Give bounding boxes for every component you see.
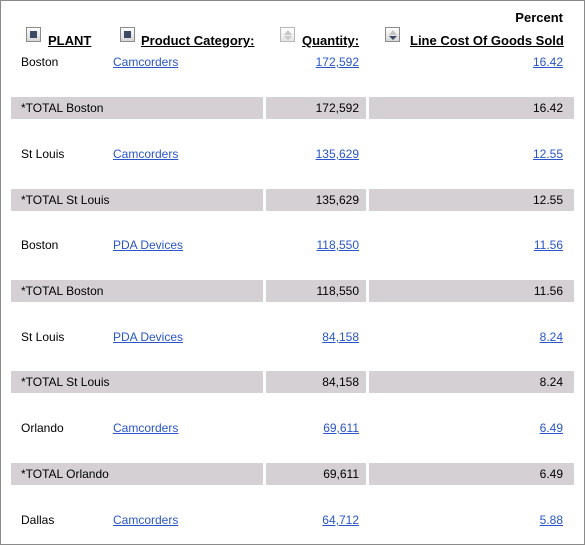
total-row: *TOTAL St Louis 84,158 8.24 — [11, 371, 574, 393]
category-sort-icon[interactable] — [120, 27, 135, 42]
total-row: *TOTAL Boston 118,550 11.56 — [11, 280, 574, 302]
plant-cell: Orlando — [21, 421, 64, 435]
detail-row: Boston Camcorders 172,592 16.42 — [11, 51, 574, 73]
percent-link[interactable]: 16.42 — [532, 55, 563, 69]
detail-row: Dallas Camcorders 64,712 5.88 — [11, 509, 574, 531]
percent-link[interactable]: 12.55 — [532, 147, 563, 161]
quantity-link[interactable]: 69,611 — [323, 421, 359, 435]
total-percent: 6.49 — [539, 467, 563, 481]
total-percent: 12.55 — [532, 193, 563, 207]
percent-header-top: Percent — [515, 10, 563, 25]
category-link[interactable]: PDA Devices — [113, 238, 184, 252]
plant-cell: St Louis — [21, 147, 65, 161]
total-quantity: 172,592 — [315, 101, 359, 115]
category-link[interactable]: PDA Devices — [113, 330, 184, 344]
detail-row: Orlando Camcorders 69,611 6.49 — [11, 417, 574, 439]
quantity-link[interactable]: 118,550 — [316, 238, 360, 252]
total-quantity: 135,629 — [315, 193, 359, 207]
detail-row: St Louis PDA Devices 84,158 8.24 — [11, 326, 574, 348]
total-row: *TOTAL St Louis 135,629 12.55 — [11, 189, 574, 211]
quantity-link[interactable]: 64,712 — [322, 513, 359, 527]
percent-header[interactable]: Line Cost Of Goods Sold — [410, 33, 564, 48]
quantity-sort-icon[interactable] — [280, 27, 295, 42]
quantity-header[interactable]: Quantity: — [302, 33, 360, 48]
plant-sort-icon[interactable] — [26, 27, 41, 42]
category-link[interactable]: Camcorders — [113, 513, 179, 527]
plant-cell: St Louis — [21, 330, 65, 344]
plant-header[interactable]: PLANT — [48, 33, 92, 48]
total-quantity: 69,611 — [323, 467, 359, 481]
total-percent: 8.24 — [539, 375, 563, 389]
total-row: *TOTAL Boston 172,592 16.42 — [11, 97, 574, 119]
percent-sort-icon[interactable] — [385, 27, 400, 42]
percent-link[interactable]: 6.49 — [539, 421, 563, 435]
total-label: *TOTAL Boston — [21, 284, 104, 298]
category-header[interactable]: Product Category: — [141, 33, 255, 48]
percent-link[interactable]: 11.56 — [533, 238, 563, 252]
plant-cell: Boston — [21, 55, 59, 69]
total-label: *TOTAL St Louis — [21, 375, 110, 389]
total-quantity: 118,550 — [316, 284, 360, 298]
total-quantity: 84,158 — [322, 375, 359, 389]
total-label: *TOTAL Boston — [21, 101, 104, 115]
total-label: *TOTAL St Louis — [21, 193, 110, 207]
plant-cell: Boston — [21, 238, 59, 252]
total-percent: 11.56 — [533, 284, 563, 298]
quantity-link[interactable]: 172,592 — [315, 55, 359, 69]
quantity-link[interactable]: 135,629 — [315, 147, 359, 161]
total-label: *TOTAL Orlando — [21, 467, 109, 481]
category-link[interactable]: Camcorders — [113, 421, 179, 435]
plant-cell: Dallas — [21, 513, 55, 527]
category-link[interactable]: Camcorders — [113, 147, 179, 161]
detail-row: Boston PDA Devices 118,550 11.56 — [11, 234, 574, 256]
percent-link[interactable]: 8.24 — [539, 330, 563, 344]
percent-link[interactable]: 5.88 — [539, 513, 563, 527]
total-row: *TOTAL Orlando 69,611 6.49 — [11, 463, 574, 485]
detail-row: St Louis Camcorders 135,629 12.55 — [11, 143, 574, 165]
category-link[interactable]: Camcorders — [113, 55, 179, 69]
quantity-link[interactable]: 84,158 — [322, 330, 359, 344]
total-percent: 16.42 — [532, 101, 563, 115]
